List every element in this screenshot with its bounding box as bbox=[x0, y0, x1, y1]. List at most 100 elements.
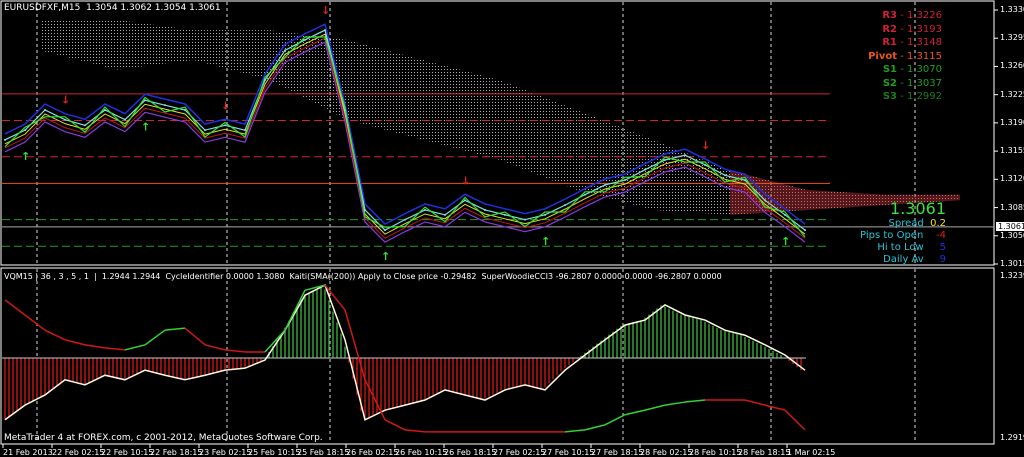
indicator-header: VQM15 | 36 , 3 , 5 , 1 | 1.2944 1.2944 C… bbox=[4, 272, 722, 281]
time-tick-label: 27 Feb 10:15 bbox=[542, 448, 595, 457]
price-point bbox=[384, 229, 386, 232]
price-point bbox=[404, 218, 406, 221]
pivot-value: - 1.2992 bbox=[897, 91, 942, 102]
time-tick-label: 25 Feb 10:15 bbox=[248, 448, 301, 457]
daily-row: Daily Av 9 bbox=[860, 254, 946, 266]
purple-ma-line bbox=[4, 41, 806, 243]
price-point bbox=[724, 174, 726, 177]
price-point bbox=[144, 99, 146, 102]
signal-line-segment bbox=[184, 327, 206, 346]
sell-arrow-icon: ↓ bbox=[701, 139, 710, 152]
price-point bbox=[304, 38, 306, 41]
pips-value: -4 bbox=[936, 230, 946, 241]
hilo-label: Hi to Low bbox=[877, 242, 924, 253]
pivot-lines bbox=[2, 93, 994, 247]
price-point bbox=[664, 158, 666, 161]
signal-line-segment bbox=[204, 344, 226, 351]
signal-line-segment bbox=[164, 327, 186, 331]
buy-arrow-icon: ↑ bbox=[21, 150, 30, 163]
time-tick-label: 1 Mar 02:15 bbox=[787, 448, 836, 457]
pips-row: Pips to Open -4 bbox=[860, 230, 946, 242]
time-tick-label: 25 Feb 18:15 bbox=[297, 448, 350, 457]
chart-frame bbox=[0, 0, 995, 445]
chart-title: EURUSDFXF,M15 1.3054 1.3062 1.3054 1.306… bbox=[4, 3, 221, 13]
price-point bbox=[244, 129, 246, 132]
buy-arrow-icon: ↑ bbox=[141, 120, 150, 133]
signal-line-segment bbox=[224, 349, 246, 353]
price-point bbox=[484, 208, 486, 211]
price-point bbox=[524, 218, 526, 221]
current-price-big: 1.3061 bbox=[890, 199, 946, 218]
signal-line-segment bbox=[564, 429, 586, 433]
time-tick-label: 26 Feb 10:15 bbox=[395, 448, 448, 457]
price-point bbox=[104, 108, 106, 111]
time-tick-label: 28 Feb 18:15 bbox=[738, 448, 791, 457]
copyright-text: MetaTrader 4 at FOREX.com, c 2001-2012, … bbox=[4, 433, 323, 443]
pivot-label: R1 bbox=[882, 37, 898, 48]
price-point bbox=[364, 208, 366, 211]
pivot-s2: S2 - 1.3037 bbox=[868, 77, 942, 91]
price-point bbox=[504, 213, 506, 216]
green-price-line bbox=[4, 36, 806, 238]
time-tick-label: 22 Feb 10:15 bbox=[101, 448, 154, 457]
info-panel: 1.3061 Spread 0.2 Pips to Open -4 Hi to … bbox=[860, 200, 946, 266]
signal-arrows: ↑ ↓ ↑ ↓ ↓ ↑ ↓ ↑ ↓ ↑ bbox=[21, 4, 790, 263]
pivot-s3: S3 - 1.2992 bbox=[868, 90, 942, 104]
pivot-label: S3 bbox=[882, 91, 898, 102]
price-lines bbox=[4, 23, 806, 243]
spread-value: 0.2 bbox=[930, 218, 946, 229]
pivot-pivot: Pivot - 1.3115 bbox=[868, 50, 942, 64]
pivot-label: R2 bbox=[882, 23, 898, 35]
price-point bbox=[704, 163, 706, 166]
pivot-value: - 1.3148 bbox=[897, 37, 942, 48]
signal-line-segment bbox=[84, 344, 106, 349]
signal-line-segment bbox=[364, 379, 386, 421]
price-point bbox=[624, 179, 626, 182]
pivot-s1: S1 - 1.3070 bbox=[868, 63, 942, 77]
hilo-value: 5 bbox=[939, 242, 946, 253]
price-point bbox=[84, 124, 86, 127]
time-tick-label: 22 Feb 18:15 bbox=[150, 448, 203, 457]
signal-line-segment bbox=[624, 409, 646, 416]
price-point bbox=[284, 49, 286, 52]
price-tick-label: 1.3155 bbox=[1000, 146, 1024, 156]
price-point bbox=[424, 208, 426, 211]
price-tick-label: 1.3015 bbox=[1000, 259, 1024, 268]
sell-arrow-icon: ↓ bbox=[221, 99, 230, 112]
signal-line-segment bbox=[324, 284, 346, 311]
signal-line-segment bbox=[4, 299, 26, 316]
yellow-ma-line bbox=[4, 33, 806, 235]
price-point bbox=[684, 154, 686, 157]
signal-line-segment bbox=[264, 329, 286, 353]
price-point bbox=[224, 124, 226, 127]
signal-line-segment bbox=[644, 404, 666, 411]
signal-line-segment bbox=[584, 424, 606, 431]
pivot-value: - 1.3070 bbox=[897, 64, 942, 75]
daily-label: Daily Av bbox=[883, 254, 924, 265]
price-point bbox=[264, 79, 266, 82]
signal-line-segment bbox=[304, 284, 326, 291]
signal-line-segment bbox=[404, 429, 426, 433]
day-separators bbox=[36, 2, 916, 443]
osc-tick-label: 1.3239 bbox=[1000, 271, 1024, 280]
price-tick-label: 1.3190 bbox=[1000, 117, 1024, 127]
pivot-value: - 1.3226 bbox=[897, 10, 942, 21]
signal-line-segment bbox=[64, 339, 86, 346]
price-point bbox=[64, 118, 66, 121]
price-point bbox=[784, 213, 786, 216]
signal-line-segment bbox=[744, 399, 766, 406]
time-tick-label: 26 Feb 02:15 bbox=[346, 448, 399, 457]
price-point bbox=[464, 199, 466, 202]
buy-arrow-icon: ↑ bbox=[541, 235, 550, 248]
signal-line-segment bbox=[784, 409, 806, 431]
price-point bbox=[164, 104, 166, 107]
oscillator-line bbox=[4, 284, 806, 421]
signal-line-segment bbox=[664, 401, 686, 406]
osc-tick-label: 1.2919 bbox=[1000, 433, 1024, 442]
price-point bbox=[204, 129, 206, 132]
pivot-r2: R2 - 1.3193 bbox=[868, 23, 942, 37]
signal-line-segment bbox=[384, 419, 406, 431]
signal-line-segment bbox=[44, 329, 66, 341]
pivot-label: S1 bbox=[882, 64, 898, 75]
